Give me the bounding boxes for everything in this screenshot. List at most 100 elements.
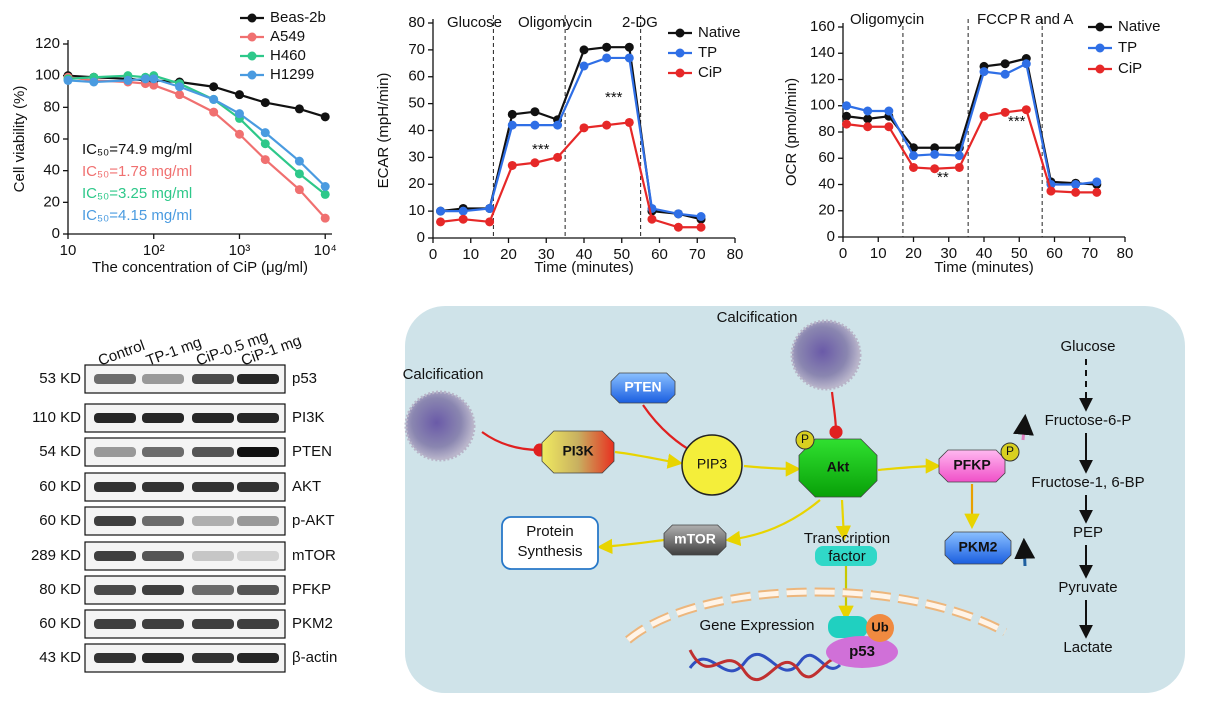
legend-label: Beas-2b [270,9,326,26]
data-point [436,217,446,227]
node-shape [610,372,676,404]
y-tick-label: 60 [43,130,60,147]
blot-band [142,447,184,457]
data-point [579,45,589,55]
blot-band [237,413,279,423]
node-shape [828,616,868,638]
data-point [884,106,894,116]
data-point [1021,105,1031,115]
blot-band [237,374,279,384]
blot-band [142,482,184,492]
legend-marker [1095,22,1105,32]
data-point [553,120,563,130]
data-point [863,114,873,124]
band-size: 60 KD [39,478,81,495]
node-shape [866,614,894,642]
protein-name: PI3K [292,409,325,426]
blot-band [142,516,184,526]
legend-label: CiP [1118,60,1142,77]
node-label: p53 [849,643,875,660]
node-shape [663,524,727,556]
y-tick-label: 120 [35,35,60,52]
x-axis-label: Time (minutes) [534,259,633,276]
blot-band [94,413,136,423]
phospho-marker [795,430,815,450]
data-point [260,128,270,138]
blot-band [142,585,184,595]
y-tick-label: 20 [43,193,60,210]
blot-band [94,516,136,526]
y-tick-label: 80 [818,123,835,140]
x-tick-label: 0 [839,245,847,262]
blot-band [237,516,279,526]
metabolite: Fructose-6-P [1045,412,1132,429]
protein-name: p-AKT [292,512,335,529]
blot-band [192,619,234,629]
data-point [89,77,99,87]
y-tick-label: 80 [408,14,425,31]
x-tick-label: 30 [940,245,957,262]
label: Transcription [804,530,890,547]
data-point [884,122,894,132]
x-tick-label: 20 [905,245,922,262]
blot-band [94,619,136,629]
data-point [149,74,159,84]
data-point [930,164,940,174]
legend-marker [1095,64,1105,74]
x-tick-label: 10 [60,242,77,259]
data-point [1046,186,1056,196]
data-point [63,75,73,85]
data-point [320,189,330,199]
legend-marker [247,13,257,23]
protein-name: AKT [292,478,321,495]
blot-band [192,374,234,384]
data-point [294,156,304,166]
data-point [175,90,185,100]
data-point [294,169,304,179]
legend-marker [247,32,257,42]
band-size: 60 KD [39,615,81,632]
legend-marker [1095,43,1105,53]
protein-name: PFKP [292,581,331,598]
diagram-background [405,306,1185,693]
blot-band [94,551,136,561]
blot-band [237,447,279,457]
data-point [485,203,495,213]
data-point [624,53,634,63]
x-tick-label: 0 [429,246,437,263]
data-point [673,209,683,219]
data-point [624,42,634,52]
legend-label: Native [1118,18,1161,35]
y-tick-label: 50 [408,95,425,112]
data-point [175,82,185,92]
annotation: Oligomycin [850,11,924,28]
data-point [458,214,468,224]
annotation: *** [605,89,623,106]
node-shape [826,636,898,668]
data-point [209,94,219,104]
activation-arrow [743,461,802,477]
band-size: 80 KD [39,581,81,598]
x-tick-label: 40 [976,245,993,262]
x-tick-label: 60 [651,246,668,263]
node-label: PTEN [624,379,661,395]
metabolite: Pyruvate [1058,579,1117,596]
protein-name: PKM2 [292,615,333,632]
metabolite: Glucose [1060,338,1115,355]
x-tick-label: 70 [689,246,706,263]
data-point [579,123,589,133]
annotation: *** [1008,113,1026,130]
series-line [846,108,1097,194]
series-line [846,57,1097,186]
annotation: *** [532,141,550,158]
node-label: Akt [827,459,850,475]
annotation: IC₅₀=3.25 mg/ml [82,185,192,202]
node-label: PIP3 [697,456,728,472]
series-line [846,62,1097,186]
axes [842,23,1125,238]
band-size: 110 KD [32,409,81,426]
data-point [436,206,446,216]
x-axis-label: The concentration of CiP (μg/ml) [92,259,308,276]
x-tick-label: 50 [1011,245,1028,262]
x-tick-label: 80 [1117,245,1134,262]
